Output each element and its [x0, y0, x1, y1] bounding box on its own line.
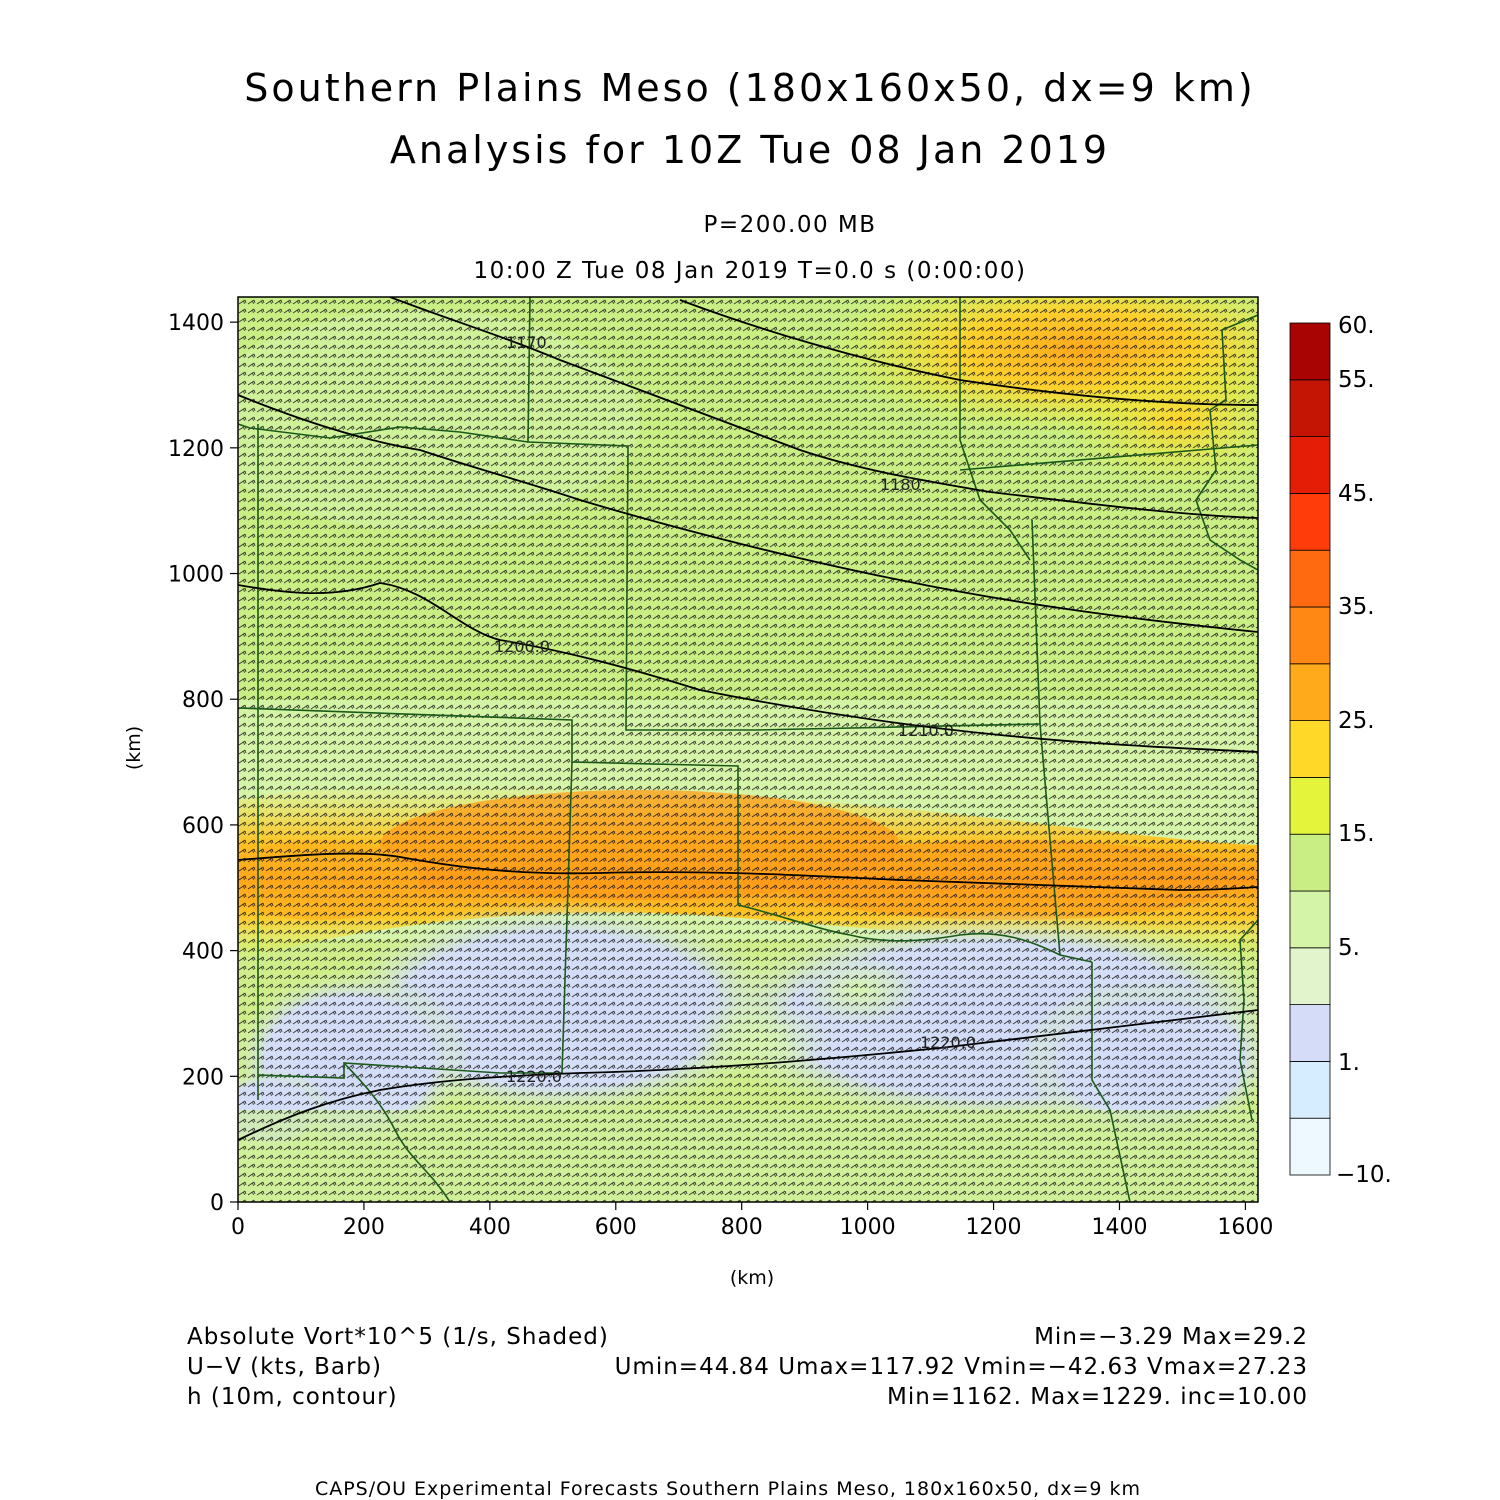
contour-label: 1170. [506, 333, 552, 352]
x-tick-label: 200 [343, 1215, 385, 1240]
contour-field-name: h (10m, contour) [187, 1384, 398, 1410]
y-tick-label: 1400 [168, 311, 224, 336]
y-tick-label: 1200 [168, 437, 224, 462]
colorbar-tick-label: 55. [1338, 367, 1375, 393]
colorbar [1289, 322, 1331, 1176]
y-tick-label: 800 [182, 688, 224, 713]
colorbar-swatch [1289, 606, 1331, 665]
y-tick-label: 400 [182, 940, 224, 965]
contour-labels: 1170. 1180. 1200.0 1210.0 1220.0 1220.0 [494, 333, 976, 1086]
x-tick-label: 1600 [1217, 1215, 1273, 1240]
colorbar-tick-label: 25. [1338, 708, 1375, 734]
contour-label: 1220.0 [506, 1067, 562, 1086]
pressure-level-label: P=200.00 MB [703, 212, 877, 238]
contour-label: 1200.0 [494, 637, 550, 656]
colorbar-swatch [1289, 322, 1331, 381]
y-axis: 0 200 400 600 800 1000 1200 1400 [168, 311, 238, 1216]
valid-time-label: 10:00 Z Tue 08 Jan 2019 T=0.0 s (0:00:00… [473, 258, 1027, 284]
map-title-line2: Analysis for 10Z Tue 08 Jan 2019 [389, 128, 1111, 172]
colorbar-swatch [1289, 1004, 1331, 1062]
x-axis-label: (km) [730, 1267, 774, 1289]
colorbar-tick-label: 35. [1338, 594, 1375, 620]
contour-label: 1210.0 [898, 721, 954, 740]
colorbar-swatch [1289, 947, 1331, 1005]
shaded-field-name: Absolute Vort*10^5 (1/s, Shaded) [187, 1324, 609, 1350]
colorbar-labels: 60. 55. 45. 35. 25. 15. 5. 1. −10. [1336, 313, 1392, 1188]
barb-field-stats: Umin=44.84 Umax=117.92 Vmin=−42.63 Vmax=… [614, 1354, 1308, 1380]
colorbar-tick-label: 45. [1338, 481, 1375, 507]
colorbar-swatch [1289, 1117, 1331, 1176]
colorbar-swatch [1289, 890, 1331, 949]
contour-label: 1220.0 [920, 1033, 976, 1052]
x-tick-label: 1400 [1091, 1215, 1147, 1240]
colorbar-swatch [1289, 436, 1331, 494]
x-tick-label: 600 [595, 1215, 637, 1240]
x-tick-label: 1200 [966, 1215, 1022, 1240]
footer-credit: CAPS/OU Experimental Forecasts Southern … [314, 1478, 1142, 1500]
y-tick-label: 200 [182, 1065, 224, 1090]
colorbar-tick-label: 15. [1338, 821, 1375, 847]
x-tick-label: 1000 [840, 1215, 896, 1240]
colorbar-swatch [1289, 549, 1331, 608]
contour-field-stats: Min=1162. Max=1229. inc=10.00 [887, 1384, 1308, 1410]
plot-frame [237, 296, 1259, 1203]
state-boundaries [238, 297, 1258, 1202]
colorbar-swatch [1289, 720, 1331, 778]
colorbar-swatch [1289, 777, 1331, 835]
y-axis-label: (km) [123, 726, 145, 770]
colorbar-swatch [1289, 1061, 1331, 1119]
shaded-field-stats: Min=−3.29 Max=29.2 [1034, 1324, 1308, 1350]
barb-field-name: U−V (kts, Barb) [187, 1354, 382, 1380]
colorbar-swatch [1289, 663, 1331, 721]
y-tick-label: 0 [210, 1191, 224, 1216]
x-tick-label: 800 [721, 1215, 763, 1240]
y-tick-label: 1000 [168, 563, 224, 588]
colorbar-tick-label: −10. [1336, 1162, 1392, 1188]
contour-label: 1180. [880, 475, 926, 494]
x-axis: 0 200 400 600 800 1000 1200 1400 1600 [231, 1202, 1273, 1240]
vorticity-shading [238, 297, 1258, 1202]
colorbar-tick-label: 60. [1338, 313, 1375, 339]
x-tick-label: 400 [469, 1215, 511, 1240]
height-contours [238, 297, 1258, 1141]
map-title-line1: Southern Plains Meso (180x160x50, dx=9 k… [244, 66, 1256, 110]
colorbar-tick-label: 1. [1338, 1050, 1360, 1076]
y-tick-label: 600 [182, 814, 224, 839]
colorbar-tick-label: 5. [1338, 935, 1360, 961]
colorbar-swatch [1289, 492, 1331, 551]
colorbar-swatch [1289, 833, 1331, 892]
x-tick-label: 0 [231, 1215, 245, 1240]
colorbar-swatch [1289, 379, 1331, 437]
